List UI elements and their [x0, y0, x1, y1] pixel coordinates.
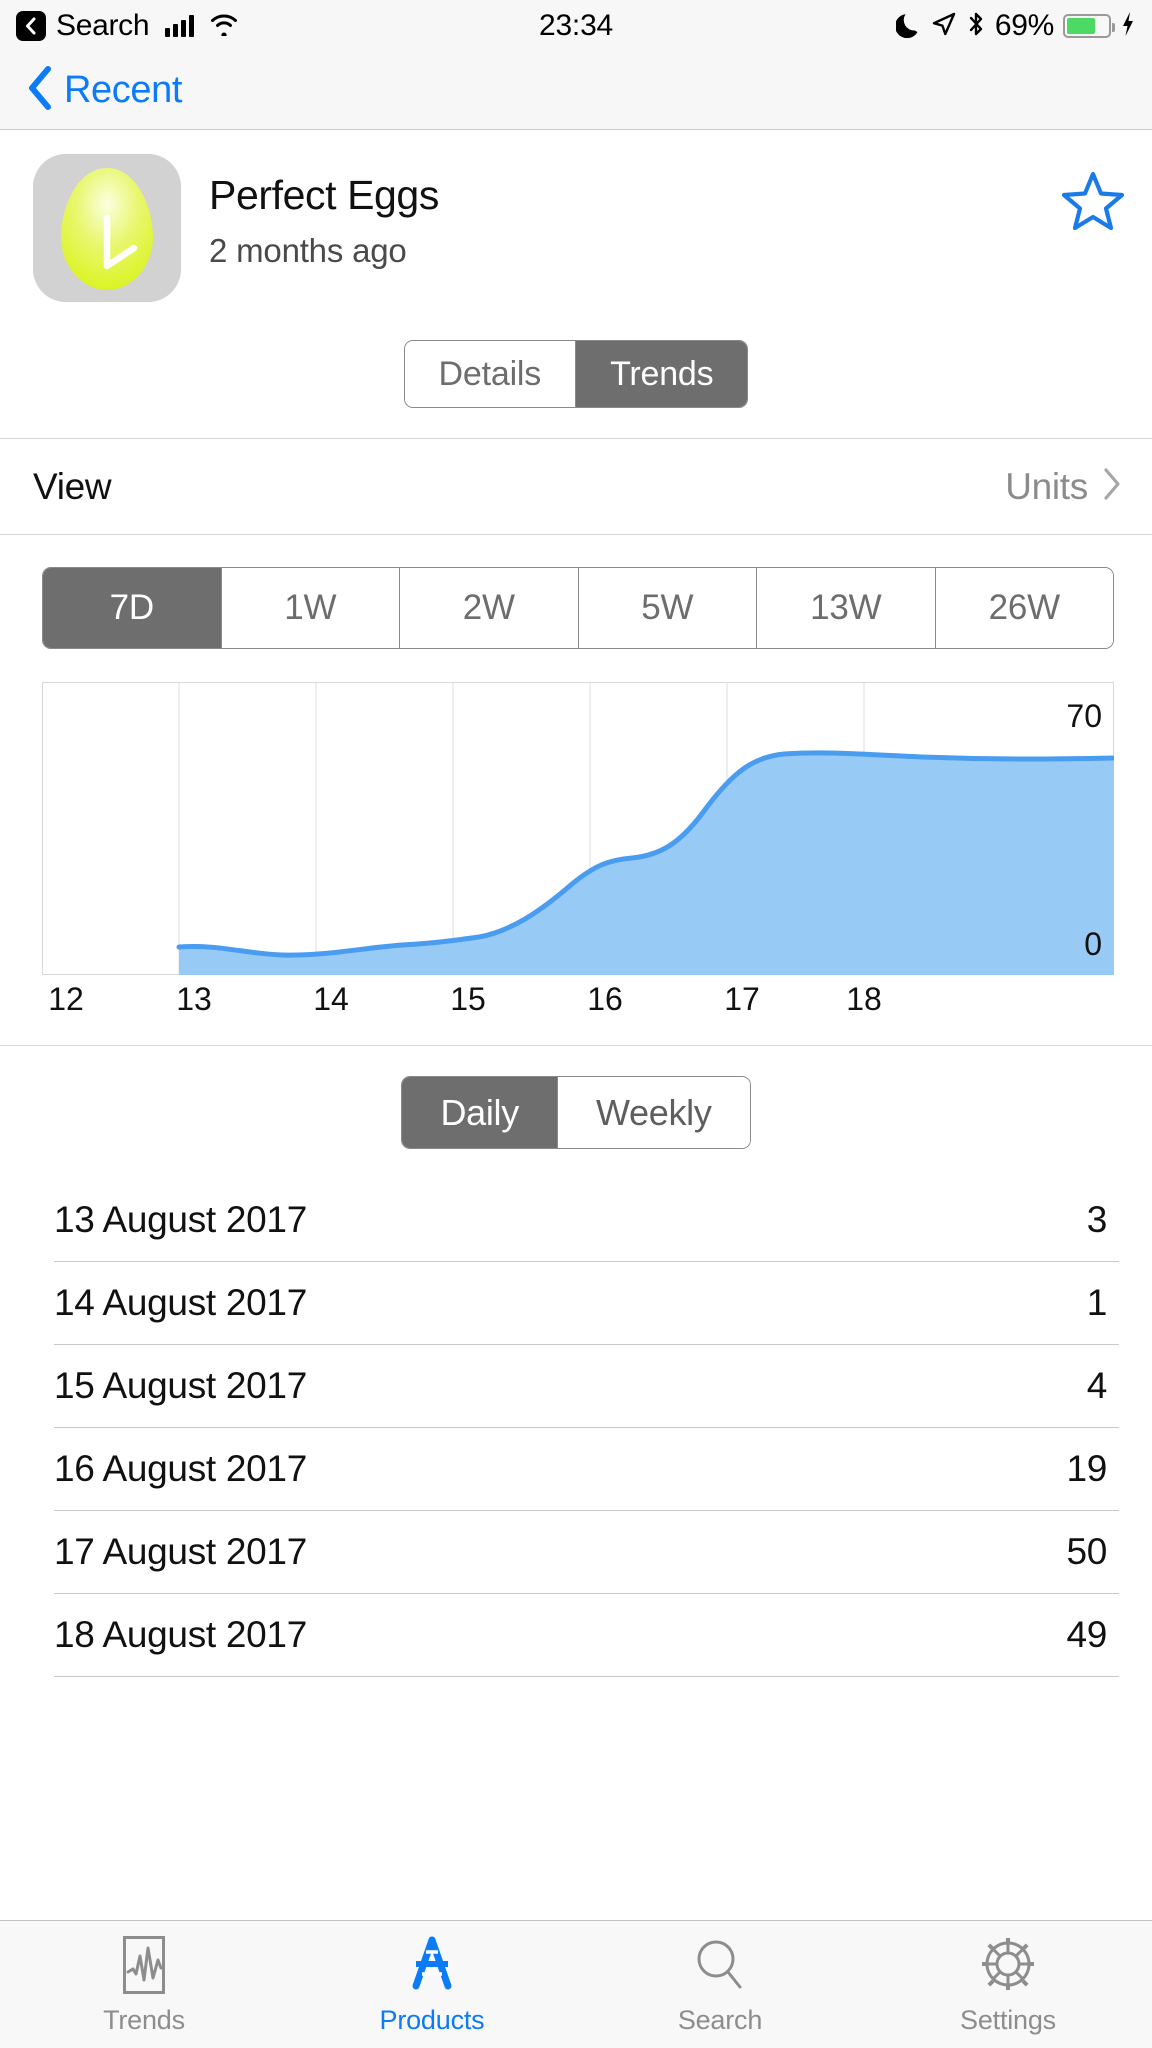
tab-trends[interactable]: Trends [0, 1934, 288, 2036]
battery-icon [1063, 14, 1115, 38]
granularity-segmented-control[interactable]: Daily Weekly [401, 1076, 751, 1150]
tab-details[interactable]: Details [404, 341, 576, 408]
app-meta: Perfect Eggs 2 months ago [209, 154, 439, 270]
range-segmented-control-wrap: 7D 1W 2W 5W 13W 26W [0, 535, 1152, 650]
trends-area-chart[interactable]: 70 0 [42, 682, 1114, 976]
star-outline-icon[interactable] [1061, 170, 1125, 235]
chevron-right-icon [1102, 467, 1122, 506]
details-trends-segmented-control[interactable]: Details Trends [403, 340, 749, 409]
granularity-segmented-control-wrap: Daily Weekly [0, 1046, 1152, 1179]
tab-search-label: Search [677, 2004, 763, 2035]
tab-trends[interactable]: Trends [575, 341, 748, 408]
table-row[interactable]: 14 August 2017 1 [54, 1262, 1119, 1346]
chart-x-tick-18: 18 [846, 981, 882, 1018]
bluetooth-icon [966, 10, 986, 43]
status-carrier-label: Search [56, 9, 150, 42]
table-row[interactable]: 13 August 2017 3 [54, 1179, 1119, 1263]
row-date: 15 August 2017 [54, 1365, 307, 1407]
range-option-5w[interactable]: 5W [577, 568, 756, 649]
row-date: 14 August 2017 [54, 1282, 307, 1324]
magnifier-icon [690, 1934, 750, 1996]
range-segmented-control[interactable]: 7D 1W 2W 5W 13W 26W [42, 567, 1114, 650]
row-value: 50 [1066, 1531, 1107, 1573]
chart-x-tick-16: 16 [587, 981, 623, 1018]
tab-trends-label: Trends [103, 2004, 185, 2035]
chart-y-min-label: 0 [1084, 926, 1102, 963]
view-row-label: View [33, 465, 112, 507]
charging-bolt-icon [1120, 10, 1136, 43]
granularity-option-daily[interactable]: Daily [402, 1077, 557, 1149]
chart-y-max-label: 70 [1066, 698, 1102, 735]
table-row[interactable]: 15 August 2017 4 [54, 1345, 1119, 1429]
range-option-7d[interactable]: 7D [43, 568, 221, 649]
chart-area-fill [179, 753, 1114, 976]
row-date: 17 August 2017 [54, 1531, 307, 1573]
chart-x-axis: 12 13 14 15 16 17 18 [42, 975, 1114, 1031]
row-date: 18 August 2017 [54, 1614, 307, 1656]
app-updated-label: 2 months ago [209, 232, 407, 269]
navigation-bar: Recent [0, 52, 1152, 130]
table-row[interactable]: 17 August 2017 50 [54, 1511, 1119, 1595]
trends-chart-block: 70 0 12 13 14 15 16 17 18 [0, 649, 1152, 1031]
cellular-signal-icon [165, 15, 195, 37]
range-option-1w[interactable]: 1W [220, 568, 399, 649]
chevron-left-icon [26, 64, 54, 117]
divider [0, 438, 1152, 440]
tab-settings-label: Settings [960, 2004, 1056, 2035]
battery-percent-label: 69% [994, 9, 1054, 42]
back-button[interactable]: Recent [26, 64, 182, 117]
granularity-option-weekly[interactable]: Weekly [556, 1077, 750, 1149]
gear-icon [978, 1934, 1038, 1996]
daily-units-list: 13 August 2017 3 14 August 2017 1 15 Aug… [0, 1179, 1152, 1678]
back-chevron-chip-icon[interactable] [16, 11, 46, 41]
chart-line [176, 750, 1114, 958]
do-not-disturb-moon-icon [894, 10, 922, 43]
divider [0, 534, 1152, 536]
row-value: 1 [1086, 1282, 1108, 1324]
chart-x-tick-17: 17 [724, 981, 760, 1018]
range-option-13w[interactable]: 13W [756, 568, 935, 649]
range-option-2w[interactable]: 2W [399, 568, 578, 649]
tab-products-label: Products [379, 2004, 485, 2035]
tab-products[interactable]: Products [288, 1934, 576, 2036]
row-value: 4 [1086, 1365, 1108, 1407]
chart-svg [42, 682, 1114, 976]
chart-x-tick-13: 13 [176, 981, 212, 1018]
table-row[interactable]: 18 August 2017 49 [54, 1594, 1119, 1678]
back-button-label: Recent [64, 69, 183, 111]
wifi-icon [208, 12, 240, 41]
bottom-tab-bar: Trends Products Search [0, 1920, 1152, 2048]
chart-x-tick-14: 14 [313, 981, 349, 1018]
details-trends-segmented-control-wrap: Details Trends [0, 340, 1152, 438]
row-date: 16 August 2017 [54, 1448, 307, 1490]
app-store-a-icon [402, 1934, 462, 1996]
row-date: 13 August 2017 [54, 1199, 307, 1241]
status-bar-right: 69% [894, 9, 1136, 43]
view-row-value: Units [1005, 465, 1088, 507]
chart-x-tick-12: 12 [48, 981, 84, 1018]
row-value: 3 [1086, 1199, 1108, 1241]
row-value: 19 [1066, 1448, 1107, 1490]
divider [0, 1045, 1152, 1047]
view-row-value-wrap: Units [1005, 466, 1122, 508]
tab-settings[interactable]: Settings [864, 1934, 1152, 2036]
range-option-26w[interactable]: 26W [934, 568, 1113, 649]
perfect-eggs-app-icon [33, 154, 181, 302]
row-value: 49 [1066, 1614, 1107, 1656]
chart-x-tick-15: 15 [450, 981, 486, 1018]
trends-chart-icon [115, 1934, 173, 1996]
tab-search[interactable]: Search [576, 1934, 864, 2036]
status-bar: Search 23:34 69% [0, 0, 1152, 52]
app-header: Perfect Eggs 2 months ago [0, 130, 1152, 302]
table-row[interactable]: 16 August 2017 19 [54, 1428, 1119, 1512]
view-row[interactable]: View Units [0, 439, 1152, 534]
app-title: Perfect Eggs [209, 172, 439, 218]
status-clock: 23:34 [538, 9, 614, 42]
status-bar-left: Search [16, 9, 240, 43]
location-arrow-icon [931, 11, 957, 42]
